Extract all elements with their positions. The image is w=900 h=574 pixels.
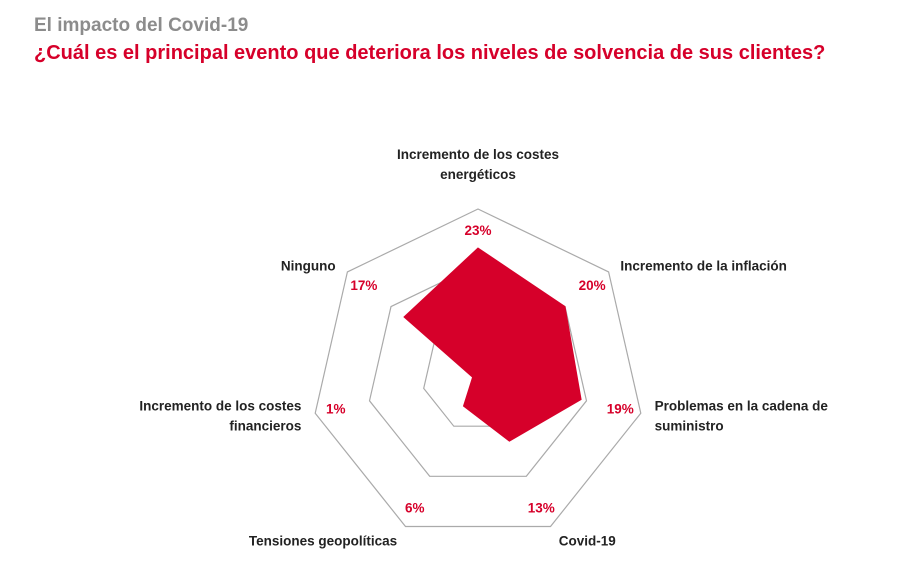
value-label: 6% [405, 501, 425, 516]
grid-ring [314, 208, 642, 528]
category-label-line: Incremento de los costes [139, 398, 301, 413]
chart-header: El impacto del Covid-19 ¿Cuál es el prin… [34, 14, 884, 66]
value-label: 20% [579, 278, 606, 293]
chart-supertitle: El impacto del Covid-19 [34, 15, 249, 36]
value-label: 13% [528, 501, 555, 516]
category-label-line: suministro [655, 418, 724, 433]
category-label-line: energéticos [440, 167, 516, 182]
category-label: Tensiones geopolíticas [249, 534, 397, 549]
chart-title: ¿Cuál es el principal evento que deterio… [34, 42, 826, 64]
category-label-line: Tensiones geopolíticas [249, 534, 397, 549]
value-label: 23% [464, 223, 491, 238]
category-label: Ninguno [281, 259, 336, 274]
category-label: Problemas en la cadena de suministro [655, 398, 829, 433]
category-label: Incremento de los costes financieros [139, 398, 301, 433]
category-label: Incremento de la inflación [620, 259, 787, 274]
grid-ring [368, 264, 588, 477]
category-label-line: financieros [229, 418, 301, 433]
category-label: Covid-19 [559, 534, 616, 549]
category-label-line: Covid-19 [559, 534, 616, 549]
category-label-line: Incremento de la inflación [620, 259, 787, 274]
category-label-line: Incremento de los costes [397, 147, 559, 162]
category-label: Incremento de los costes energéticos [397, 147, 559, 182]
value-label: 19% [607, 402, 634, 417]
category-label-line: Problemas en la cadena de [655, 398, 829, 413]
category-label-line: Ninguno [281, 259, 336, 274]
value-label: 1% [326, 402, 346, 417]
data-area [403, 247, 582, 442]
value-label: 17% [350, 278, 377, 293]
